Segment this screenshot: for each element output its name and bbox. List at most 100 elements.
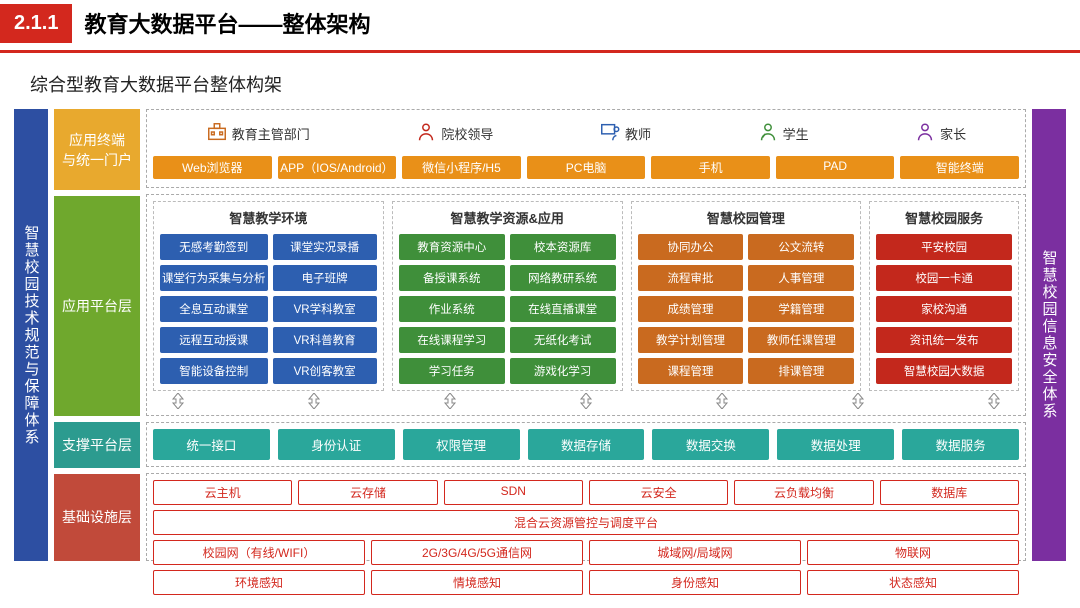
bidir-arrow-icon <box>579 393 593 414</box>
terminal-pill: 微信小程序/H5 <box>402 156 521 179</box>
app-module: 教育资源中心 <box>399 234 505 260</box>
app-module: 课堂实况录播 <box>273 234 377 260</box>
app-module: 教师任课管理 <box>748 327 854 353</box>
infra-item: 物联网 <box>807 540 1019 565</box>
app-group: 智慧教学环境无感考勤签到课堂实况录播课堂行为采集与分析电子班牌全息互动课堂VR学… <box>153 201 384 391</box>
role-label: 学生 <box>783 124 809 143</box>
role-icon <box>415 121 437 146</box>
terminal-pill: 智能终端 <box>900 156 1019 179</box>
app-module: 流程审批 <box>638 265 744 291</box>
terminal-pill: 手机 <box>651 156 770 179</box>
group-title: 智慧校园管理 <box>638 208 855 227</box>
bidir-arrow-icon <box>851 393 865 414</box>
role-label: 家长 <box>940 124 966 143</box>
layer-label: 基础设施层 <box>54 474 140 561</box>
app-module: 平安校园 <box>876 234 1012 260</box>
group-title: 智慧教学环境 <box>160 208 377 227</box>
support-module: 身份认证 <box>278 429 395 460</box>
role-item: 教师 <box>599 121 651 146</box>
app-module: 公文流转 <box>748 234 854 260</box>
infra-item: 身份感知 <box>589 570 801 595</box>
infra-item: 状态感知 <box>807 570 1019 595</box>
app-module: 游戏化学习 <box>510 358 616 384</box>
app-module: 教学计划管理 <box>638 327 744 353</box>
terminals-row: Web浏览器 APP（IOS/Android）微信小程序/H5 PC电脑手机 PAD智… <box>153 156 1019 179</box>
layer-label: 应用平台层 <box>54 196 140 416</box>
role-item: 教育主管部门 <box>206 121 310 146</box>
infrastructure-layer: 云主机云存储SDN云安全云负载均衡数据库混合云资源管控与调度平台校园网（有线/W… <box>146 473 1026 561</box>
left-sidebar: 智慧校园技术规范与保障体系 <box>14 109 48 561</box>
role-label: 教育主管部门 <box>232 124 310 143</box>
app-module: 人事管理 <box>748 265 854 291</box>
infra-platform: 混合云资源管控与调度平台 <box>153 510 1019 535</box>
app-group: 智慧校园服务平安校园校园一卡通家校沟通资讯统一发布智慧校园大数据 <box>869 201 1019 391</box>
terminal-pill: PAD <box>776 156 895 179</box>
support-module: 数据服务 <box>902 429 1019 460</box>
infra-item: 云安全 <box>589 480 728 505</box>
layer-label: 应用终端 与统一门户 <box>54 109 140 190</box>
app-module: VR创客教室 <box>273 358 377 384</box>
bidir-arrow-icon <box>987 393 1001 414</box>
role-icon <box>757 121 779 146</box>
support-module: 数据交换 <box>652 429 769 460</box>
app-module: 校园一卡通 <box>876 265 1012 291</box>
bidir-arrow-icon <box>715 393 729 414</box>
app-module: 资讯统一发布 <box>876 327 1012 353</box>
terminal-pill: PC电脑 <box>527 156 646 179</box>
infra-item: SDN <box>444 480 583 505</box>
infra-item: 2G/3G/4G/5G通信网 <box>371 540 583 565</box>
app-groups: 智慧教学环境无感考勤签到课堂实况录播课堂行为采集与分析电子班牌全息互动课堂VR学… <box>153 201 1019 391</box>
infra-item: 数据库 <box>880 480 1019 505</box>
arrow-connectors <box>153 395 1019 411</box>
app-module: 成绩管理 <box>638 296 744 322</box>
support-module: 权限管理 <box>403 429 520 460</box>
infra-item: 云负载均衡 <box>734 480 873 505</box>
role-item: 学生 <box>757 121 809 146</box>
support-module: 数据处理 <box>777 429 894 460</box>
app-module: 网络教研系统 <box>510 265 616 291</box>
role-label: 教师 <box>625 124 651 143</box>
app-module: 作业系统 <box>399 296 505 322</box>
app-module: 在线直播课堂 <box>510 296 616 322</box>
application-layer: 智慧教学环境无感考勤签到课堂实况录播课堂行为采集与分析电子班牌全息互动课堂VR学… <box>146 194 1026 416</box>
app-group: 智慧校园管理协同办公公文流转流程审批人事管理成绩管理学籍管理教学计划管理教师任课… <box>631 201 862 391</box>
section-number: 2.1.1 <box>0 4 72 43</box>
app-module: 电子班牌 <box>273 265 377 291</box>
role-item: 家长 <box>914 121 966 146</box>
infra-item: 校园网（有线/WIFI） <box>153 540 365 565</box>
app-module: 远程互动授课 <box>160 327 268 353</box>
bidir-arrow-icon <box>171 393 185 414</box>
center-column: 教育主管部门 院校领导 教师 学生 家长 Web浏览器 APP（IOS/Android）微… <box>146 109 1026 561</box>
layer-labels-column: 应用终端 与统一门户应用平台层支撑平台层基础设施层 <box>54 109 140 561</box>
subtitle: 综合型教育大数据平台整体构架 <box>30 71 1080 97</box>
architecture-diagram: 智慧校园技术规范与保障体系 应用终端 与统一门户应用平台层支撑平台层基础设施层 … <box>0 109 1080 561</box>
divider <box>0 50 1080 53</box>
app-module: 全息互动课堂 <box>160 296 268 322</box>
app-module: 无纸化考试 <box>510 327 616 353</box>
support-module: 数据存储 <box>528 429 645 460</box>
role-icon <box>599 121 621 146</box>
group-title: 智慧教学资源&应用 <box>399 208 616 227</box>
support-module: 统一接口 <box>153 429 270 460</box>
app-module: VR科普教育 <box>273 327 377 353</box>
group-title: 智慧校园服务 <box>876 208 1012 227</box>
infra-item: 云主机 <box>153 480 292 505</box>
app-module: 协同办公 <box>638 234 744 260</box>
roles-row: 教育主管部门 院校领导 教师 学生 家长 <box>153 116 1019 150</box>
infra-item: 城域网/局域网 <box>589 540 801 565</box>
app-module: 排课管理 <box>748 358 854 384</box>
app-module: 学习任务 <box>399 358 505 384</box>
role-item: 院校领导 <box>415 121 493 146</box>
app-module: 课堂行为采集与分析 <box>160 265 268 291</box>
app-module: 课程管理 <box>638 358 744 384</box>
app-group: 智慧教学资源&应用教育资源中心校本资源库备授课系统网络教研系统作业系统在线直播课… <box>392 201 623 391</box>
role-icon <box>914 121 936 146</box>
bidir-arrow-icon <box>443 393 457 414</box>
app-module: 智能设备控制 <box>160 358 268 384</box>
app-module: VR学科教室 <box>273 296 377 322</box>
infra-item: 环境感知 <box>153 570 365 595</box>
title-bar: 2.1.1 教育大数据平台——整体架构 <box>0 0 1080 46</box>
terminal-pill: APP（IOS/Android） <box>278 156 397 179</box>
terminal-pill: Web浏览器 <box>153 156 272 179</box>
app-module: 备授课系统 <box>399 265 505 291</box>
